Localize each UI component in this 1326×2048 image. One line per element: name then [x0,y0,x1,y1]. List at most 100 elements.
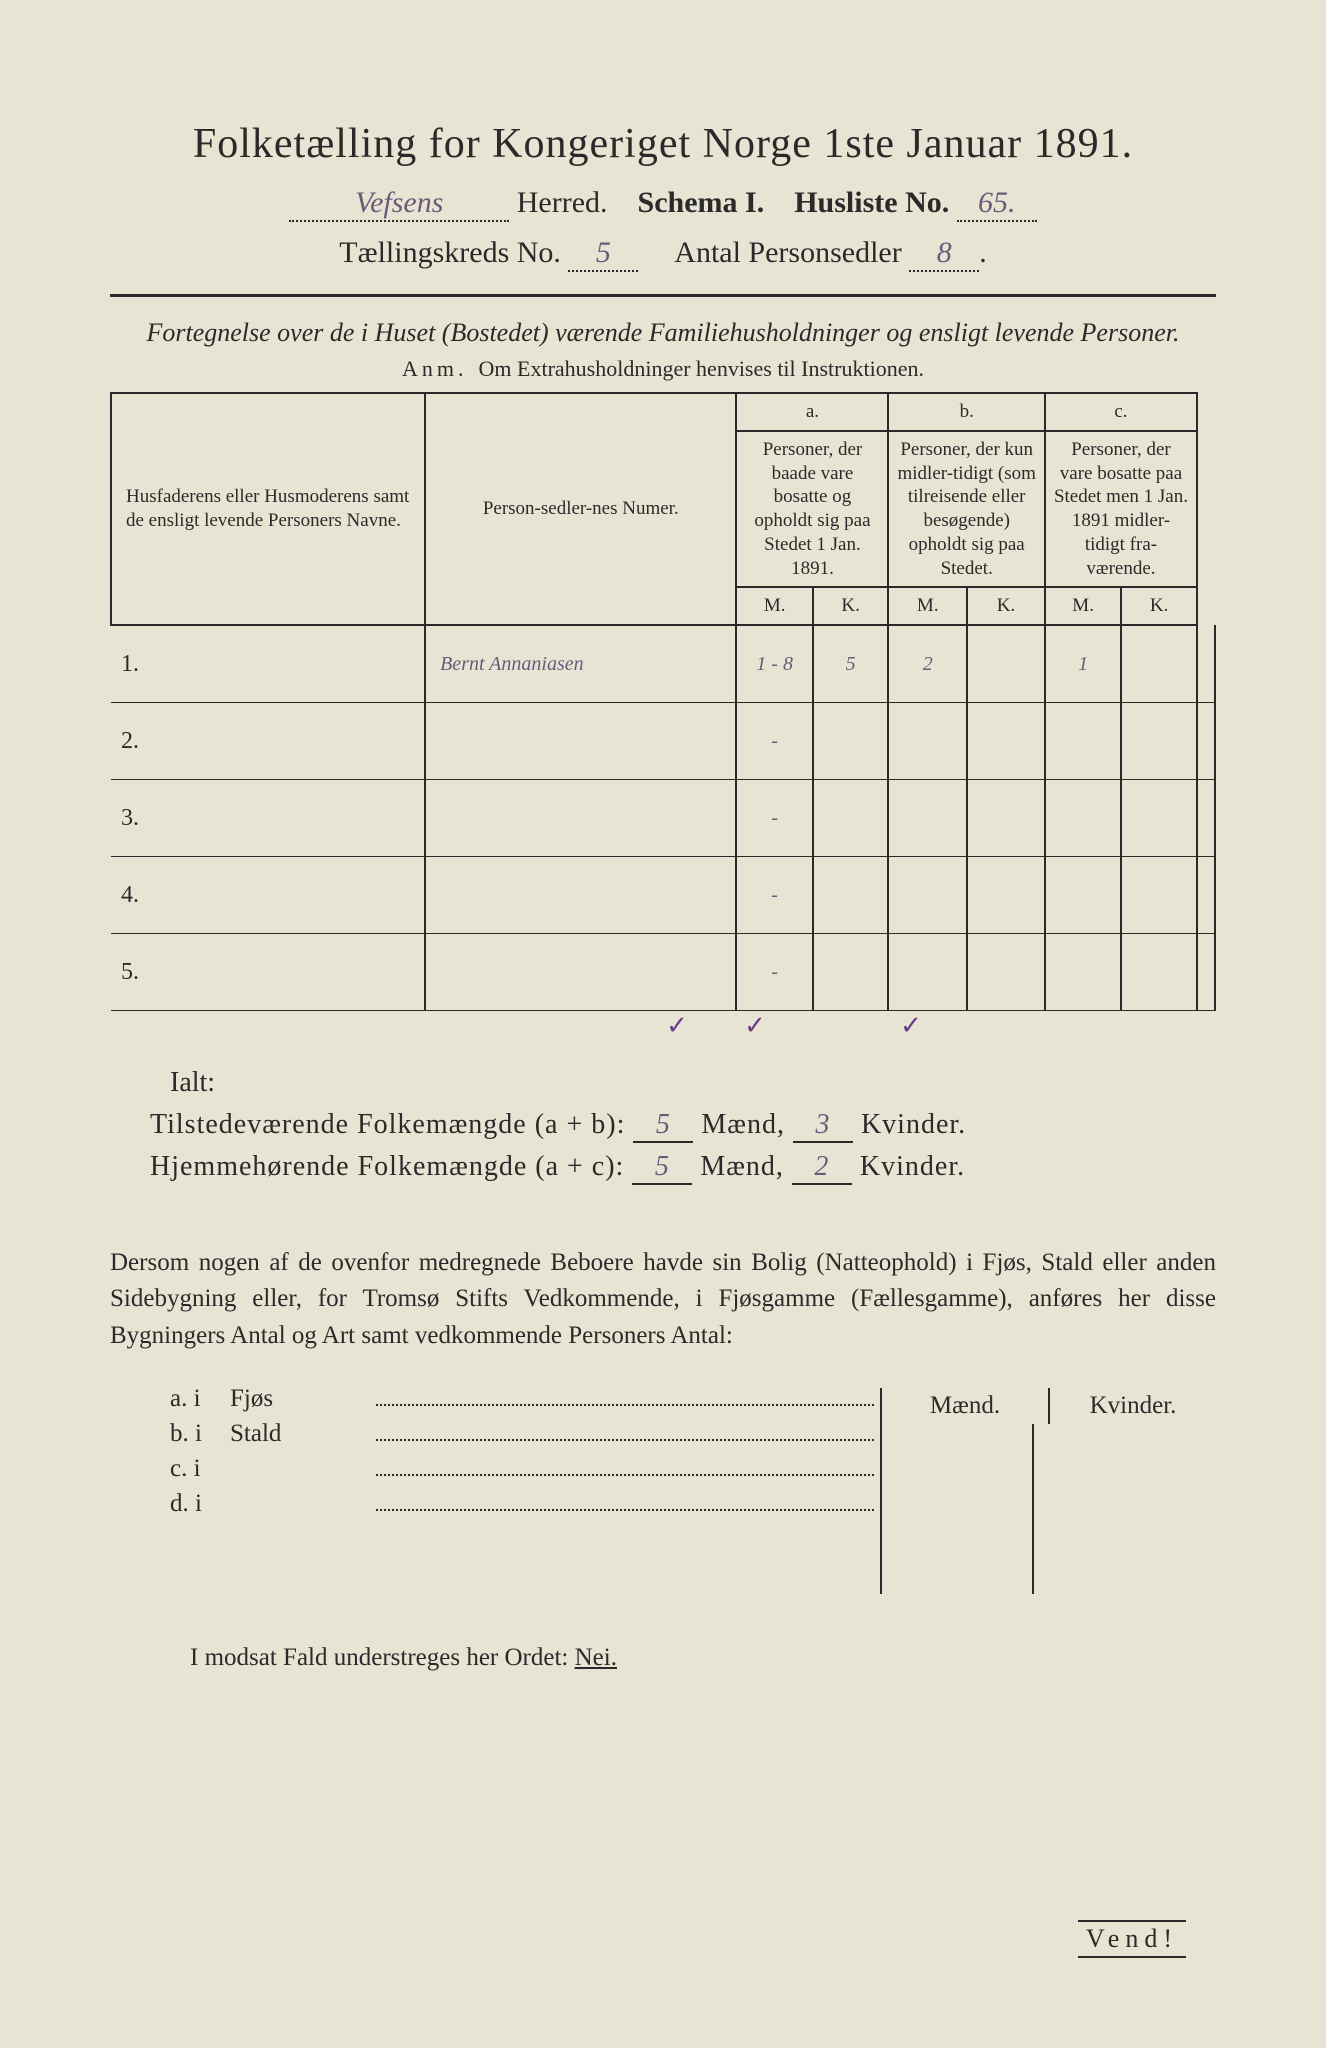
check-ak: ✓ [716,1011,794,1041]
c-k-field[interactable] [1197,625,1215,703]
sum2-m[interactable]: 5 [632,1151,692,1185]
sum2-k[interactable]: 2 [792,1151,852,1185]
mk-columns: Mænd. Kvinder. [880,1378,1216,1594]
husliste-label: Husliste No. [794,186,949,219]
negation-nei: Nei. [575,1644,617,1671]
table-row: 5.- [111,934,1215,1011]
sum2-label: Hjemmehørende Folkemængde (a + c): [150,1151,624,1182]
anm-text: Om Extrahusholdninger henvises til Instr… [479,356,924,381]
col-a: Personer, der baade vare bosatte og opho… [736,431,888,588]
b-k-field[interactable] [1045,857,1121,934]
col-b-m: M. [888,587,967,625]
c-m-field[interactable] [1121,625,1197,703]
bldg-dots[interactable] [376,1489,874,1511]
c-k-field[interactable] [1197,780,1215,857]
b-k-field[interactable] [1045,703,1121,780]
herred-label: Herred. [517,186,608,219]
sum-present: Tilstedeværende Folkemængde (a + b): 5 M… [150,1109,1216,1143]
b-k-field[interactable] [1045,934,1121,1011]
outbuilding-row: a. iFjøs [170,1384,880,1413]
a-k-field[interactable] [888,857,967,934]
sum1-k[interactable]: 3 [793,1109,853,1143]
a-k-field[interactable]: 2 [888,625,967,703]
b-m-field[interactable] [967,703,1045,780]
bldg-letter: d. i [170,1490,230,1518]
mk-m-box[interactable] [880,1424,1032,1594]
col-c: Personer, der vare bosatte paa Stedet me… [1045,431,1197,588]
bldg-name: Fjøs [230,1385,370,1413]
name-field[interactable] [425,780,736,857]
b-k-field[interactable]: 1 [1045,625,1121,703]
a-m-field[interactable] [813,934,889,1011]
c-k-field[interactable] [1197,934,1215,1011]
bldg-dots[interactable] [376,1384,874,1406]
name-field[interactable] [425,934,736,1011]
bldg-dots[interactable] [376,1454,874,1476]
col-numer: Person-sedler-nes Numer. [425,393,736,625]
c-m-field[interactable] [1121,703,1197,780]
name-field[interactable] [425,857,736,934]
bldg-letter: c. i [170,1455,230,1483]
mk-m: Mænd. [880,1388,1048,1424]
sum1-label: Tilstedeværende Folkemængde (a + b): [150,1109,625,1140]
a-k-field[interactable] [888,703,967,780]
husliste-no-field[interactable]: 65. [957,186,1037,222]
numer-field[interactable]: - [736,780,812,857]
header-line-2: Tællingskreds No. 5 Antal Personsedler 8… [110,236,1216,272]
a-m-field[interactable] [813,703,889,780]
c-m-field[interactable] [1121,934,1197,1011]
anm-label: Anm. [402,356,468,381]
b-k-field[interactable] [1045,780,1121,857]
outbuilding-row: b. iStald [170,1419,880,1448]
a-k-field[interactable] [888,780,967,857]
b-m-field[interactable] [967,625,1045,703]
bldg-name: Stald [230,1420,370,1448]
bldg-dots[interactable] [376,1419,874,1441]
outbuilding-paragraph: Dersom nogen af de ovenfor medregnede Be… [110,1245,1216,1354]
kreds-label: Tællingskreds No. [339,236,561,269]
col-c-k: K. [1121,587,1197,625]
c-m-field[interactable] [1121,857,1197,934]
negation-line: I modsat Fald understreges her Ordet: Ne… [190,1644,1216,1672]
antal-no-field[interactable]: 8 [909,236,979,272]
mk-k-box[interactable] [1032,1424,1184,1594]
kreds-no-field[interactable]: 5 [568,236,638,272]
table-row: 1.Bernt Annaniasen1 - 8521 [111,625,1215,703]
schema-label: Schema I. [638,186,765,219]
sum-resident: Hjemmehørende Folkemængde (a + c): 5 Mæn… [150,1151,1216,1185]
a-m-field[interactable] [813,857,889,934]
table-row: 3.- [111,780,1215,857]
a-m-field[interactable]: 5 [813,625,889,703]
c-k-field[interactable] [1197,857,1215,934]
c-k-field[interactable] [1197,703,1215,780]
name-field[interactable] [425,703,736,780]
a-k-field[interactable] [888,934,967,1011]
negation-text: I modsat Fald understreges her Ordet: [190,1644,568,1671]
ialt-label: Ialt: [170,1067,1216,1099]
c-m-field[interactable] [1121,780,1197,857]
census-table: Husfaderens eller Husmoderens samt de en… [110,392,1216,1011]
col-a-k: K. [813,587,889,625]
row-number: 2. [111,703,425,780]
a-m-field[interactable] [813,780,889,857]
sum2-mlab: Mænd, [700,1151,784,1182]
header-line-1: Vefsens Herred. Schema I. Husliste No. 6… [110,186,1216,222]
col-c-m: M. [1045,587,1121,625]
check-bk: ✓ [872,1011,950,1041]
mk-k: Kvinder. [1048,1388,1216,1424]
name-field[interactable]: Bernt Annaniasen [425,625,736,703]
b-m-field[interactable] [967,780,1045,857]
b-m-field[interactable] [967,857,1045,934]
numer-field[interactable]: - [736,857,812,934]
sum1-m[interactable]: 5 [633,1109,693,1143]
anm-line: Anm. Om Extrahusholdninger henvises til … [110,356,1216,382]
numer-field[interactable]: 1 - 8 [736,625,812,703]
herred-name-field[interactable]: Vefsens [289,186,509,222]
col-c-top: c. [1045,393,1197,431]
numer-field[interactable]: - [736,703,812,780]
bldg-letter: b. i [170,1420,230,1448]
row-number: 4. [111,857,425,934]
numer-field[interactable]: - [736,934,812,1011]
b-m-field[interactable] [967,934,1045,1011]
antal-label: Antal Personsedler [674,236,901,269]
